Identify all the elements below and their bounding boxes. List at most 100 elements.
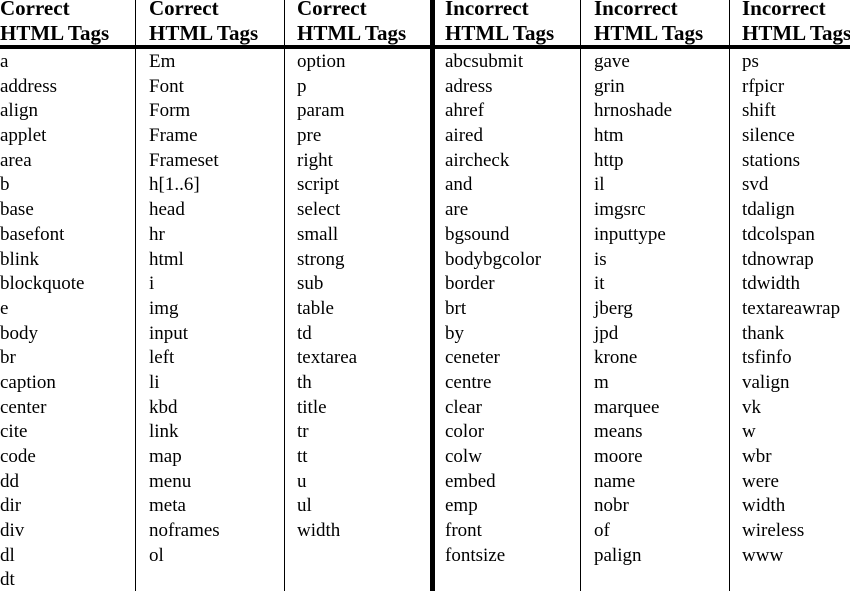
column-divider [729,0,730,591]
tag-cell: rfpicr [742,75,785,97]
tag-cell: meta [149,495,186,517]
tag-cell: www [742,544,784,566]
column-divider [284,0,285,591]
tag-cell: option [297,51,346,72]
tag-cell: sub [297,273,324,295]
tag-cell: front [445,520,482,542]
tag-cell: of [594,520,610,542]
tag-cell: aired [445,125,483,147]
tag-cell: applet [0,125,47,147]
tag-cell: kbd [149,396,178,418]
header-line-1: Incorrect [445,0,529,20]
tag-cell: embed [445,470,496,492]
tag-cell: base [0,199,34,221]
tag-cell: dir [0,495,22,517]
tag-cell: title [297,396,327,418]
tag-cell: textareawrap [742,297,841,319]
tag-cell: wbr [742,446,772,467]
tag-cell: clear [445,396,482,418]
tag-cell: marquee [594,396,660,418]
tag-cell: adress [445,75,493,97]
header-line-1: Correct [0,0,70,20]
tag-cell: code [0,446,36,467]
tag-cell: th [297,371,312,393]
tag-cell: inputtype [594,223,666,245]
header-line-2: HTML Tags [297,21,407,45]
tag-cell: tdcolspan [742,223,815,245]
tag-cell: and [445,174,473,196]
header-divider [0,45,850,49]
tag-cell: brt [445,297,467,319]
tag-cell: hr [149,223,165,245]
tag-list: Em Font Form Frame Frameset h[1..6] head hr html… [149,50,220,568]
column-header: Incorrect HTML Tags [445,0,554,46]
tag-cell: basefont [0,223,65,245]
tag-cell: shift [742,100,776,122]
tag-cell: script [297,174,340,196]
tag-cell: are [445,199,469,221]
tag-cell: link [149,421,179,443]
tag-cell: hrnoshade [594,100,673,122]
tag-cell: tdwidth [742,273,801,295]
tag-cell: width [297,520,341,542]
tag-cell: area [0,149,32,171]
tag-cell: stations [742,149,801,171]
tag-cell: map [149,446,182,467]
tag-cell: abcsubmit [445,51,524,72]
tag-cell: htm [594,125,624,147]
header-line-2: HTML Tags [445,21,555,45]
tag-cell: tdnowrap [742,248,814,270]
tag-cell: noframes [149,520,220,542]
tag-list: abcsubmit adress ahref aired aircheck and are b… [445,50,541,568]
tag-list: a address align applet area b base basefont blin… [0,50,84,593]
tag-cell: w [742,421,756,443]
tag-cell: tr [297,421,309,443]
tag-cell: emp [445,495,478,517]
tag-cell: right [297,149,333,171]
tag-cell: img [149,297,179,319]
tag-cell: blink [0,248,40,270]
tag-cell: menu [149,470,192,492]
tag-cell: select [297,199,341,221]
tag-cell: a [0,51,9,72]
tag-cell: strong [297,248,345,270]
tag-cell: div [0,520,25,542]
tag-cell: Font [149,75,184,97]
tag-cell: it [594,273,605,295]
tag-cell: Frame [149,125,198,147]
tag-cell: color [445,421,485,443]
tag-cell: param [297,100,345,122]
tag-cell: bgsound [445,223,510,245]
column-divider [135,0,136,591]
tag-cell: m [594,371,609,393]
tag-cell: thank [742,322,785,344]
tag-cell: nobr [594,495,629,517]
tag-cell: jberg [594,297,633,319]
tag-cell: br [0,347,16,369]
tag-cell: by [445,322,464,344]
tag-cell: ceneter [445,347,500,369]
tag-cell: il [594,174,605,196]
tag-cell: http [594,149,624,171]
tag-cell: h[1..6] [149,174,200,196]
tag-cell: left [149,347,175,369]
tag-cell: html [149,248,184,270]
header-line-1: Correct [149,0,219,20]
column-header: Incorrect HTML Tags [742,0,850,46]
header-line-1: Correct [297,0,367,20]
tag-cell: align [0,100,38,122]
tag-cell: fontsize [445,544,506,566]
tag-cell: li [149,371,160,393]
tag-cell: dt [0,569,15,591]
tag-cell: blockquote [0,273,85,295]
tag-cell: table [297,297,334,319]
tag-cell: jpd [594,322,619,344]
tag-cell: caption [0,371,56,393]
tag-cell: address [0,75,57,97]
tag-cell: dl [0,544,15,566]
tag-cell: Frameset [149,149,219,171]
tag-cell: aircheck [445,149,510,171]
tag-cell: valign [742,371,790,393]
tag-cell: krone [594,347,638,369]
tag-cell: small [297,223,339,245]
